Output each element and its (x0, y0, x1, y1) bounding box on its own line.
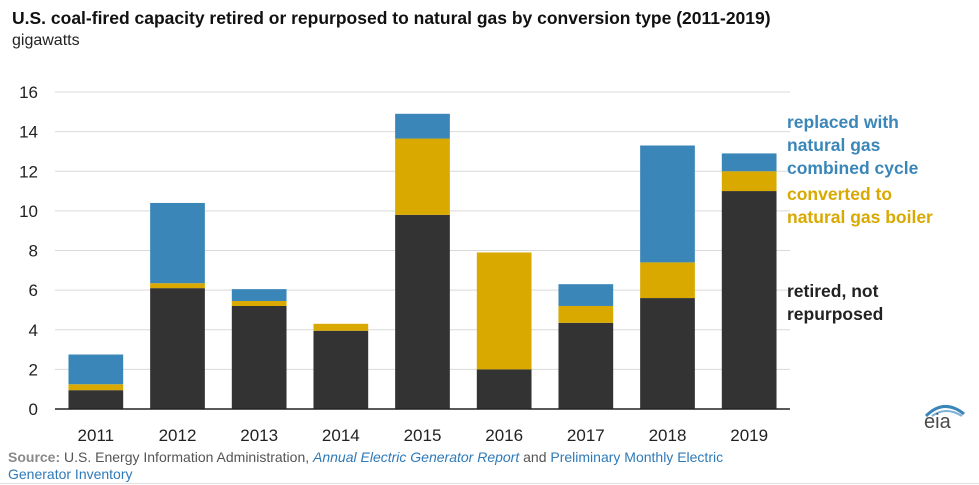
bar-segment-retired (721, 191, 777, 409)
bar-segment-retired (395, 214, 450, 409)
bar-segment-gas-boiler (558, 305, 614, 323)
source-note: Source: U.S. Energy Information Administ… (8, 449, 928, 483)
x-tick-label: 2014 (322, 426, 360, 445)
source-link-monthly-inventory[interactable]: Preliminary Monthly Electric Generator In… (8, 449, 723, 482)
x-tick-label: 2012 (159, 426, 197, 445)
bar-segment-gas-boiler (476, 252, 532, 370)
bar-segment-retired (640, 298, 695, 409)
chart-title: U.S. coal-fired capacity retired or repu… (12, 8, 771, 28)
bar-segment-retired (476, 369, 532, 409)
y-tick-label: 2 (29, 360, 38, 379)
x-tick-label: 2018 (649, 426, 687, 445)
bar-segment-gas-boiler (313, 323, 369, 331)
bar-segment-gas-boiler (721, 171, 777, 192)
eia-logo-arc-icon (924, 405, 965, 418)
legend-gas-combined-cycle: replaced with natural gas combined cycle (787, 111, 918, 180)
x-tick-label: 2016 (485, 426, 523, 445)
legend-gas-cc-line-2: natural gas (787, 135, 881, 155)
bar-segment-gas-cc (231, 289, 287, 302)
bar-segment-gas-boiler (231, 301, 287, 306)
bar-segment-gas-cc (150, 202, 205, 284)
legend-gas-cc-line-3: combined cycle (787, 158, 919, 178)
bar-segment-gas-boiler (395, 138, 450, 215)
y-tick-label: 10 (19, 202, 38, 221)
bar-segment-gas-cc (68, 354, 124, 385)
x-tick-label: 2011 (78, 426, 115, 445)
eia-logo: eia (918, 400, 968, 440)
bar-segment-gas-cc (721, 153, 777, 172)
bar-segment-retired (68, 390, 124, 409)
y-tick-label: 6 (29, 281, 38, 300)
source-label: Source: (8, 449, 61, 465)
y-tick-label: 4 (29, 321, 38, 340)
legend-retired: retired, not repurposed (787, 280, 883, 326)
y-tick-label: 8 (29, 242, 38, 261)
bar-segment-gas-boiler (640, 262, 695, 299)
bar-segment-gas-boiler (68, 384, 124, 391)
source-and: and (519, 449, 551, 465)
x-tick-label: 2017 (567, 426, 605, 445)
bar-segment-retired (558, 322, 614, 409)
y-tick-label: 0 (29, 400, 38, 419)
bar-segment-retired (150, 288, 205, 409)
x-tick-label: 2013 (240, 426, 278, 445)
source-link-monthly-line-2: Generator Inventory (8, 466, 133, 482)
legend-gas-boiler-line-2: natural gas boiler (787, 207, 933, 227)
bar-segment-gas-cc (395, 113, 450, 139)
y-tick-label: 16 (19, 83, 38, 102)
legend-retired-line-1: retired, not (787, 281, 879, 301)
legend-gas-boiler: converted to natural gas boiler (787, 183, 933, 229)
y-tick-label: 14 (19, 123, 38, 142)
y-tick-label: 12 (19, 162, 38, 181)
source-link-annual-report[interactable]: Annual Electric Generator Report (313, 449, 520, 465)
legend-retired-line-2: repurposed (787, 304, 884, 324)
bar-segment-retired (231, 305, 287, 409)
chart-subtitle: gigawatts (12, 32, 80, 49)
bar-segment-gas-cc (640, 145, 695, 263)
footer-divider (0, 483, 979, 484)
bar-segment-gas-cc (558, 284, 614, 306)
eia-logo-text: eia (924, 411, 951, 433)
x-tick-label: 2015 (404, 426, 442, 445)
source-link-monthly-line-1: Preliminary Monthly Electric (550, 449, 724, 465)
legend-gas-boiler-line-1: converted to (787, 184, 893, 204)
x-tick-label: 2019 (730, 426, 768, 445)
source-org: U.S. Energy Information Administration, (60, 449, 314, 465)
bar-segment-retired (313, 330, 369, 409)
bar-segment-gas-boiler (150, 283, 205, 289)
legend-gas-cc-line-1: replaced with (787, 112, 899, 132)
